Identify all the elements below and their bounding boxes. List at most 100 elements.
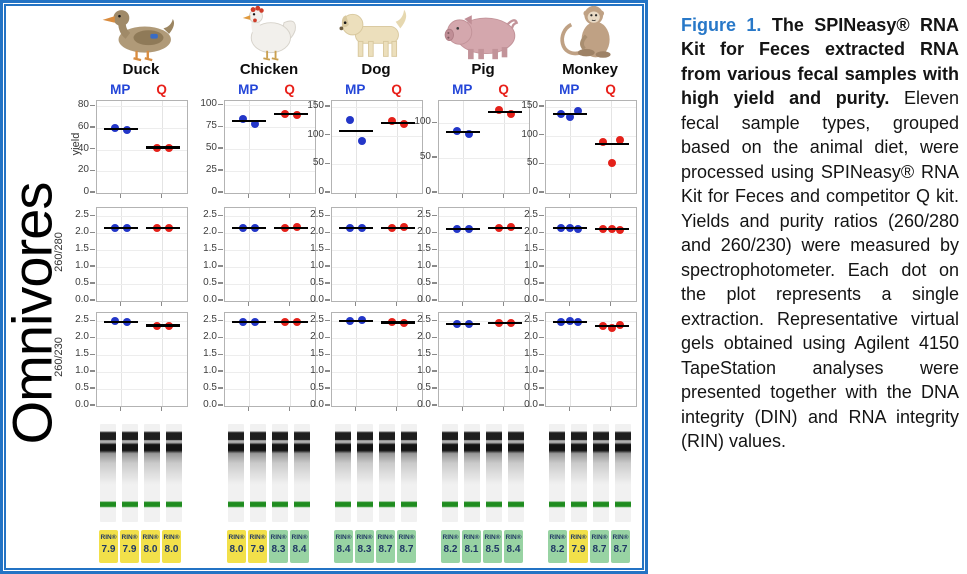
rin-value: 8.7 [378,544,393,556]
y-axis-tick [432,387,437,389]
q-mean-line [145,324,180,327]
y-axis-tick-label: 1.0 [417,365,431,377]
y-axis-tick-label: 0 [318,186,324,197]
rin-label: RIN® [291,534,308,541]
y-axis-tick [90,353,95,356]
rin-value: 8.1 [464,544,479,556]
y-axis-tick [539,191,544,193]
y-axis-tick-label: 0.5 [203,382,217,394]
grid-line-h [332,106,422,108]
q-mean-line [380,226,415,229]
kit-label-q: Q [498,82,509,97]
y-axis-tick-label: 150 [521,99,538,111]
y-axis-tick-label: 2.5 [310,314,324,326]
rin-label: RIN® [228,534,245,541]
grid-line-h [97,284,187,286]
y-axis-tick-label: 150 [307,99,324,111]
y-axis-tick-label: 1.5 [203,348,217,360]
y-axis-tick [539,353,544,356]
y-axis-tick [90,387,95,389]
y-axis-tick [218,265,223,267]
y-axis-tick-label: 60 [77,121,89,133]
y-axis-title: 260/230 [53,336,65,377]
x-axis-tick [461,193,464,198]
figure-caption: Figure 1. The SPINeasy® RNA Kit for Fece… [681,13,959,453]
rin-label: RIN® [270,534,287,541]
kit-label-mp: MP [238,82,259,97]
grid-line-h [332,372,422,374]
y-axis-tick [90,404,95,406]
y-axis-tick-label: 100 [414,116,431,128]
y-axis-tick-label: 25 [205,164,217,176]
animal-name-duck: Duck [122,61,160,78]
rin-badge: RIN® 8.0 [227,530,246,563]
y-axis-tick-label: 2.0 [310,331,324,343]
y-axis-tick-label: 1.0 [310,260,324,272]
animal-name-pig: Pig [471,61,495,78]
grid-line-v [162,313,164,406]
y-axis-tick-label: 0.0 [310,294,324,305]
y-axis-tick-label: 2.0 [417,226,431,238]
kit-label-mp: MP [559,82,580,97]
q-mean-line [487,111,522,114]
rin-value: 7.9 [250,544,265,556]
grid-line-h [439,321,529,323]
y-axis-tick [325,336,330,339]
y-axis-tick-label: 0.0 [203,294,217,305]
rin-badge: RIN® 7.9 [99,530,118,563]
y-axis-tick [432,319,437,322]
rin-badge: RIN® 8.1 [462,530,481,563]
rin-label: RIN® [249,534,266,541]
mp-mean-line [339,226,374,230]
x-axis-tick [395,301,398,306]
rin-badge: RIN® 8.0 [141,530,160,563]
grid-line-h [546,321,636,323]
gel-lane [379,424,395,522]
mp-mean-line [104,321,139,324]
y-axis-tick [90,104,95,107]
y-axis-tick [539,265,544,267]
kit-label-q: Q [156,82,167,97]
y-axis-tick [325,282,330,284]
mp-mean-line [232,321,267,324]
y-axis-tick [218,282,223,284]
y-axis-tick-label: 0.0 [524,399,538,410]
x-axis-tick [568,301,571,306]
gel-lane [464,424,480,522]
x-axis-tick [354,193,357,198]
rin-label: RIN® [484,534,501,541]
rin-value: 7.9 [101,544,116,556]
y-axis-tick [539,133,544,136]
y-axis-tick [90,214,95,217]
rin-badge: RIN® 8.2 [548,530,567,563]
x-axis-tick [395,193,398,198]
y-axis-tick [218,231,223,234]
rin-label: RIN® [356,534,373,541]
rin-value: 7.9 [571,544,586,556]
y-axis-tick-label: 2.5 [203,314,217,326]
mp-mean-line [232,227,267,230]
grid-line-v [290,313,292,406]
grid-line-h [332,250,422,252]
y-axis-tick [325,370,330,372]
kit-label-mp: MP [452,82,473,97]
grid-line-h [546,355,636,357]
q-mean-line [380,321,415,324]
y-axis-tick [218,125,223,128]
x-axis-tick [609,193,612,198]
figure-panel: Omnivores Duck MP Q 0 20 40 60 80 0.0 0.5 1.0 1.5 2.… [1,5,637,563]
y-axis-tick [432,121,437,124]
y-axis-title: yield [70,132,82,156]
y-axis-tick [325,387,330,389]
x-axis-tick [568,406,571,411]
animal-name-dog: Dog [361,61,391,78]
x-axis-tick [247,406,250,411]
y-axis-tick-label: 0.5 [417,382,431,394]
y-axis-tick [432,353,437,356]
y-axis-tick-label: 1.0 [417,260,431,272]
grid-line-h [97,338,187,340]
y-axis-tick-label: 50 [205,142,217,154]
y-axis-tick [539,231,544,234]
animal-name-monkey: Monkey [562,61,618,78]
rin-badge: RIN® 8.7 [376,530,395,563]
